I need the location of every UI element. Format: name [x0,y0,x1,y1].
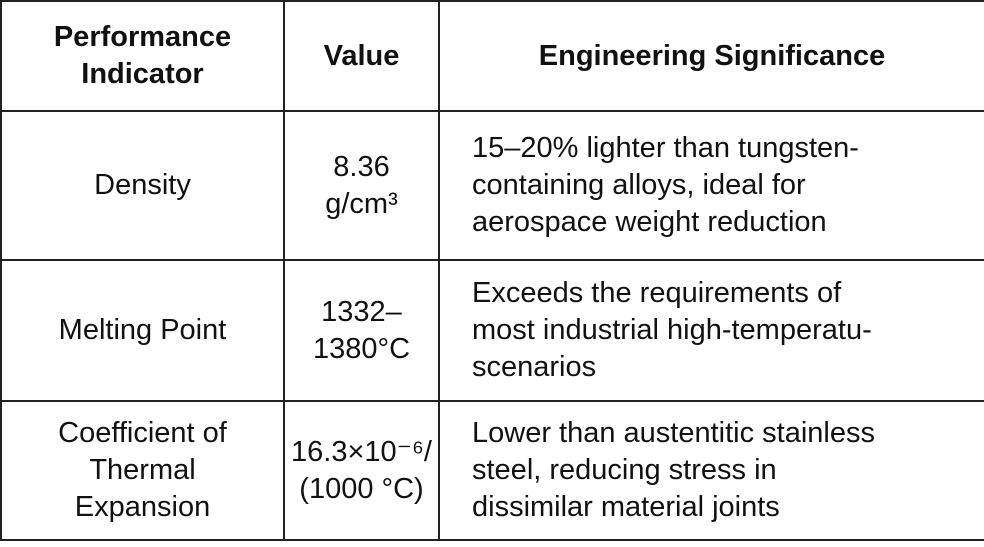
cell-text: Indicator [81,58,204,90]
table-row: Coefficient of Thermal Expansion 16.3×10⁻⁶/… [0,400,984,541]
table-row: Melting Point 1332– 1380°C Exceeds the requ… [0,259,984,402]
cell-text: 16.3×10⁻⁶/ [291,435,432,468]
header-cell: Engineering Significance [438,0,984,112]
cell-text: Value [323,39,400,72]
table-cell: 8.36 g/cm³ [283,110,440,261]
table-cell: Melting Point [0,259,285,402]
cell-text: 1332– [321,295,402,328]
table-cell: Exceeds the requirements of most industri… [438,259,984,402]
table-body: Density 8.36 g/cm³ 15–20% lighter than tung… [0,110,984,541]
cell-text: Density [94,169,191,201]
cell-text: scenarios [472,351,597,383]
table-cell: 15–20% lighter than tungsten-containing … [438,110,984,261]
cell-text: Exceeds the requirements of [472,277,842,309]
cell-text: Performance [53,21,232,53]
cell-text: containing alloys, ideal for [472,169,806,201]
table-cell: Coefficient of Thermal Expansion [0,400,285,541]
cell-text: steel, reducing stress in [472,454,777,486]
cell-text: 8.36 [333,150,390,183]
table-cell: Density [0,110,285,261]
header-row: Performance Indicator Value Engineering Sig… [0,0,984,112]
cell-text: dissimilar material joints [472,491,780,523]
cell-text: Melting Point [58,314,227,346]
cell-text: Engineering Significance [538,39,886,72]
cell-text: Expansion [74,491,211,523]
header-cell: Value [283,0,440,112]
cell-text: most industrial high-temperatu- [472,314,872,346]
table-cell: 1332– 1380°C [283,259,440,402]
cell-text: aerospace weight reduction [472,206,827,238]
cell-text: 15–20% lighter than tungsten- [472,132,859,164]
cell-text: g/cm³ [325,187,398,220]
cell-text: Lower than austentitic stainless [472,417,875,449]
header-cell: Performance Indicator [0,0,285,112]
table-cell: Lower than austentitic stainless steel, r… [438,400,984,541]
table-cell: 16.3×10⁻⁶/ (1000 °C) [283,400,440,541]
cell-text: Coefficient of [58,417,227,449]
cell-text: 1380°C [312,332,411,365]
cell-text: (1000 °C) [299,472,424,505]
cell-text: Thermal [89,454,196,486]
table-row: Density 8.36 g/cm³ 15–20% lighter than tung… [0,110,984,261]
